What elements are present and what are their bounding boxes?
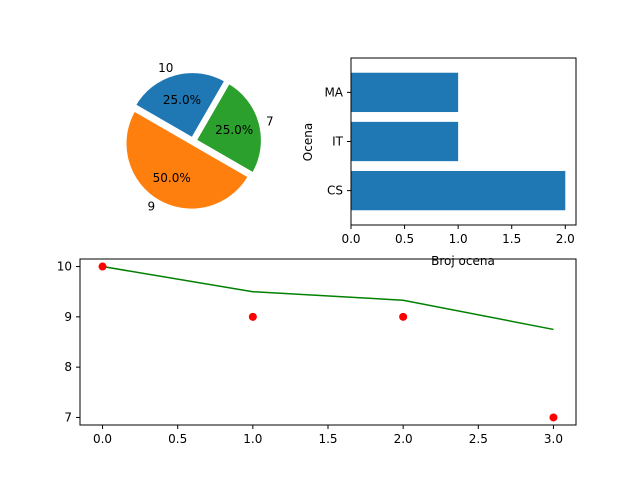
bar-CS — [351, 170, 566, 211]
bar-x-axis-label: Broj ocena — [431, 254, 495, 268]
bar-axes-frame-top — [350, 57, 577, 226]
series-point — [248, 312, 257, 321]
bar-x-tick-label: 0.0 — [341, 232, 360, 246]
bar-MA — [351, 72, 459, 113]
line-x-tick-label: 0.0 — [93, 432, 112, 446]
bar-y-tick-CS: CS — [327, 184, 343, 198]
bar-y-axis-label: Ocena — [301, 123, 315, 161]
line-y-tick-label: 8 — [64, 360, 72, 374]
line-scatter-chart: 0.0 0.5 1.0 1.5 2.0 2.5 3.0 7 8 9 10 — [57, 258, 577, 446]
pie-percent-9: 50.0% — [153, 171, 191, 185]
line-x-tick-label: 2.5 — [469, 432, 488, 446]
pie-percent-10: 25.0% — [163, 93, 201, 107]
line-x-tick-label: 1.0 — [243, 432, 262, 446]
bar-x-tick-label: 1.5 — [502, 232, 521, 246]
bar-chart: Ocena Broj ocena CS IT MA 0.0 0.5 1.0 1.5 2.0 — [301, 57, 577, 268]
series-point — [399, 312, 408, 321]
series-point — [98, 262, 107, 271]
pie-slice-9 — [124, 109, 251, 211]
series-point — [549, 413, 558, 422]
line-x-tick-label: 0.5 — [168, 432, 187, 446]
pie-label-7: 7 — [266, 114, 274, 128]
bar-x-tick-label: 1.0 — [449, 232, 468, 246]
line-x-tick-label: 2.0 — [394, 432, 413, 446]
bar-y-tick-MA: MA — [324, 85, 343, 99]
pie-slice-7 — [194, 81, 263, 175]
line-y-tick-label: 10 — [57, 260, 72, 274]
pie-percent-7: 25.0% — [215, 123, 253, 137]
line-y-tick-label: 9 — [64, 310, 72, 324]
bar-IT — [351, 121, 459, 162]
pie-chart: 10 25.0% 9 50.0% 7 25.0% — [124, 61, 274, 213]
pie-label-9: 9 — [148, 199, 156, 213]
pie-slice-10 — [133, 71, 227, 140]
pie-label-10: 10 — [158, 61, 173, 75]
bar-x-tick-label: 0.5 — [395, 232, 414, 246]
line-x-tick-label: 3.0 — [544, 432, 563, 446]
line-y-tick-label: 7 — [64, 410, 72, 424]
bar-y-tick-IT: IT — [332, 135, 344, 149]
bar-x-tick-label: 2.0 — [556, 232, 575, 246]
line-x-tick-label: 1.5 — [318, 432, 337, 446]
line-axes-frame — [79, 258, 577, 426]
series-line — [102, 265, 554, 331]
